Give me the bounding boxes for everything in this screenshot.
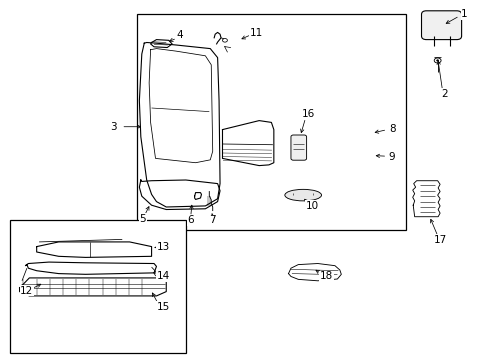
Bar bbox=[137, 14, 405, 230]
Text: 6: 6 bbox=[187, 215, 194, 225]
Text: 15: 15 bbox=[157, 302, 170, 312]
Text: 3: 3 bbox=[110, 122, 117, 132]
Ellipse shape bbox=[284, 189, 321, 201]
Bar bbox=[10, 220, 185, 353]
Text: 14: 14 bbox=[157, 271, 170, 282]
Text: 8: 8 bbox=[388, 124, 395, 134]
Text: 17: 17 bbox=[432, 235, 446, 245]
Text: 11: 11 bbox=[249, 28, 263, 38]
Text: 5: 5 bbox=[139, 214, 146, 224]
Text: 9: 9 bbox=[388, 152, 395, 162]
Text: 1: 1 bbox=[460, 9, 467, 19]
FancyBboxPatch shape bbox=[421, 11, 461, 40]
Circle shape bbox=[436, 60, 438, 61]
Text: 16: 16 bbox=[301, 109, 314, 120]
Text: 18: 18 bbox=[319, 271, 333, 282]
FancyBboxPatch shape bbox=[290, 135, 306, 160]
Text: 12: 12 bbox=[20, 285, 34, 296]
Text: 4: 4 bbox=[176, 30, 183, 40]
Text: 13: 13 bbox=[157, 242, 170, 252]
Text: 2: 2 bbox=[441, 89, 447, 99]
Text: 7: 7 bbox=[209, 215, 216, 225]
Text: 10: 10 bbox=[305, 201, 318, 211]
